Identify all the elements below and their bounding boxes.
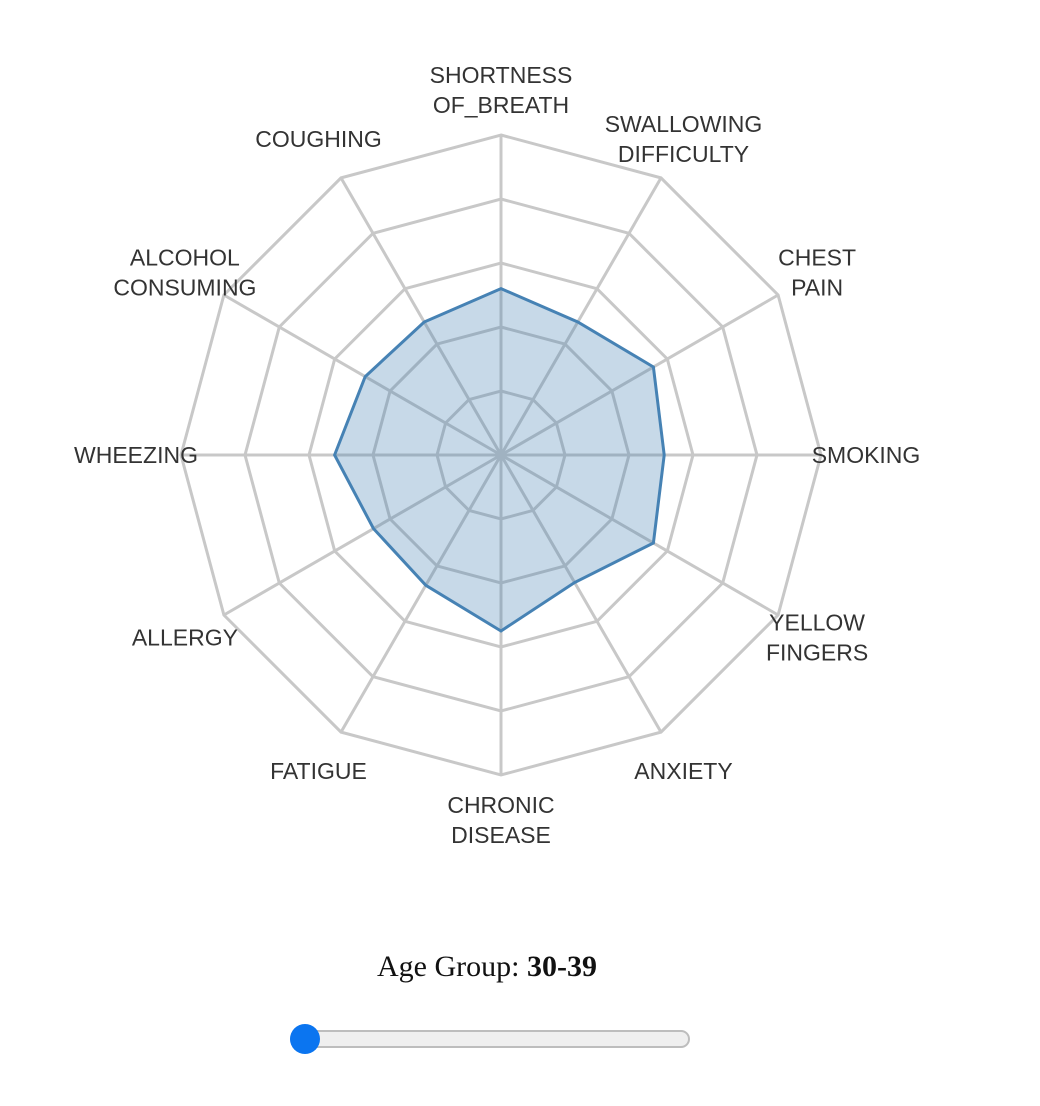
axis-label-line: SWALLOWING xyxy=(605,111,763,137)
age-group-value: 30-39 xyxy=(526,950,597,983)
radar-axes xyxy=(181,135,821,775)
axis-line-11 xyxy=(223,293,502,457)
series-area-1 xyxy=(332,286,666,633)
radar-series xyxy=(332,286,666,633)
axis-label-5: YELLOW FINGERS xyxy=(766,610,868,666)
axis-label-line: SHORTNESS xyxy=(430,62,573,88)
axis-label-1: SHORTNESS OF_BREATH xyxy=(430,62,573,118)
axis-line-6 xyxy=(499,454,663,733)
axis-label-line: FINGERS xyxy=(766,640,868,666)
axis-label-line: ALCOHOL xyxy=(130,245,240,271)
age-group-control: Age Group: 30-39 xyxy=(0,950,974,984)
age-group-slider[interactable] xyxy=(290,1024,690,1054)
age-group-label: Age Group: 30-39 xyxy=(377,950,597,983)
axis-label-line: PAIN xyxy=(791,275,843,301)
axis-label-line: COUGHING xyxy=(255,126,382,152)
axis-label-line: OF_BREATH xyxy=(433,92,569,118)
axis-line-3 xyxy=(500,293,779,457)
axis-label-11: ALCOHOL CONSUMING xyxy=(113,245,256,301)
axis-line-5 xyxy=(500,453,779,617)
axis-label-line: CHEST xyxy=(778,245,856,271)
axis-label-line: ALLERGY xyxy=(132,625,238,651)
axis-label-line: FATIGUE xyxy=(270,758,367,784)
axis-label-line: YELLOW xyxy=(769,610,865,636)
axis-label-8: FATIGUE xyxy=(270,758,367,784)
axis-label-4: SMOKING xyxy=(812,442,921,468)
axis-label-line: DIFFICULTY xyxy=(618,141,749,167)
axis-label-line: CHRONIC xyxy=(447,792,554,818)
axis-label-2: SWALLOWING DIFFICULTY xyxy=(605,111,763,167)
age-group-prefix: Age Group: xyxy=(377,950,527,983)
axis-label-line: ANXIETY xyxy=(634,758,732,784)
axis-label-10: WHEEZING xyxy=(74,442,198,468)
axis-line-12 xyxy=(339,177,503,456)
radar-chart: SHORTNESS OF_BREATH SWALLOWING DIFFICULTY CH… xyxy=(74,62,920,848)
axis-label-line: SMOKING xyxy=(812,442,921,468)
axis-label-12: COUGHING xyxy=(255,126,382,152)
axis-line-8 xyxy=(339,454,503,733)
axis-label-3: CHEST PAIN xyxy=(778,245,856,301)
axis-label-9: ALLERGY xyxy=(132,625,238,651)
axis-label-6: ANXIETY xyxy=(634,758,732,784)
axis-line-9 xyxy=(223,453,502,617)
slider-thumb[interactable] xyxy=(290,1024,320,1054)
axis-label-line: WHEEZING xyxy=(74,442,198,468)
axis-line-2 xyxy=(499,177,663,456)
axis-label-7: CHRONIC DISEASE xyxy=(447,792,554,848)
axis-label-line: DISEASE xyxy=(451,822,551,848)
slider-track[interactable] xyxy=(290,1030,690,1048)
radar-axis-labels: SHORTNESS OF_BREATH SWALLOWING DIFFICULTY CH… xyxy=(74,62,920,848)
axis-label-line: CONSUMING xyxy=(113,275,256,301)
